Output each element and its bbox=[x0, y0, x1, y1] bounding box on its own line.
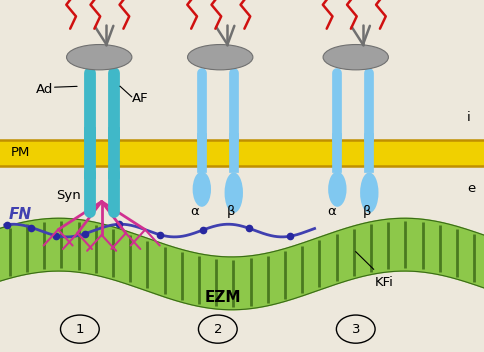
Text: PM: PM bbox=[11, 146, 30, 159]
Ellipse shape bbox=[360, 172, 378, 213]
Text: e: e bbox=[467, 182, 475, 195]
Text: β: β bbox=[227, 205, 236, 218]
Ellipse shape bbox=[328, 172, 347, 207]
Ellipse shape bbox=[323, 45, 389, 70]
Text: KFi: KFi bbox=[375, 276, 394, 289]
Text: β: β bbox=[363, 205, 371, 218]
Text: Ad: Ad bbox=[36, 83, 54, 96]
Text: Syn: Syn bbox=[56, 189, 80, 202]
Text: i: i bbox=[467, 112, 471, 124]
Text: 1: 1 bbox=[76, 323, 84, 335]
Text: 3: 3 bbox=[351, 323, 360, 335]
Text: 2: 2 bbox=[213, 323, 222, 335]
Bar bbox=[0, 140, 484, 166]
Text: α: α bbox=[190, 205, 199, 218]
Text: α: α bbox=[327, 205, 336, 218]
Ellipse shape bbox=[67, 45, 132, 70]
Ellipse shape bbox=[225, 172, 243, 213]
Text: AF: AF bbox=[132, 92, 148, 105]
Ellipse shape bbox=[187, 45, 253, 70]
Text: FN: FN bbox=[9, 207, 32, 222]
Text: EZM: EZM bbox=[204, 290, 241, 305]
Ellipse shape bbox=[193, 172, 211, 207]
